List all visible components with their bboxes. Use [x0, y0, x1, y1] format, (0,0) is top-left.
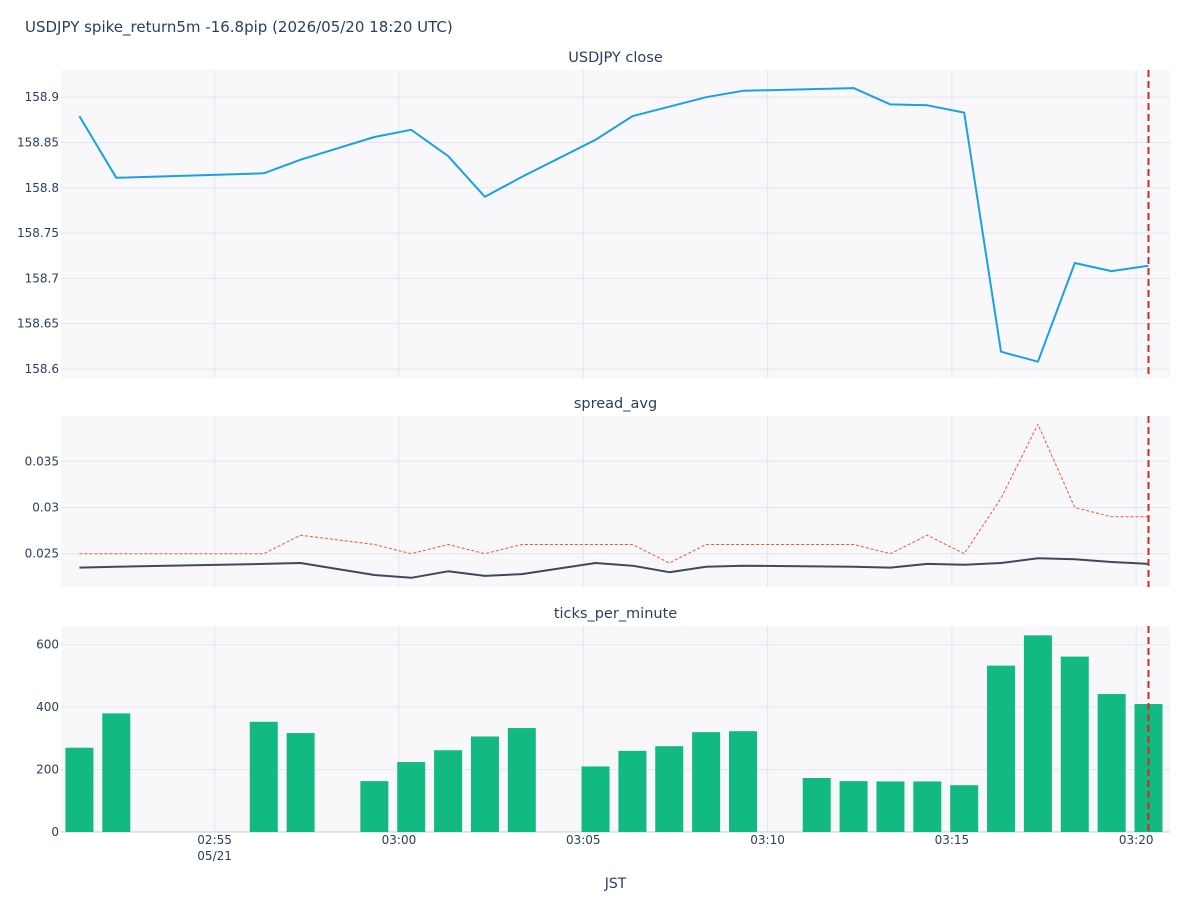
x-axis-title: JST: [604, 876, 627, 892]
bar: [728, 731, 757, 832]
bar: [102, 713, 131, 832]
x-tick-label: 03:15: [935, 833, 970, 847]
bar: [876, 781, 905, 832]
bar: [360, 781, 389, 832]
bar: [434, 750, 463, 832]
panel-0: 158.6 158.65 158.7 158.75 158.8 158.85 158.9 US…: [17, 50, 1170, 378]
bar: [470, 736, 499, 832]
series-line-0: [79, 423, 1149, 564]
bar: [987, 665, 1016, 832]
bar: [839, 781, 868, 832]
y-tick-label: 158.6: [25, 362, 59, 376]
x-tick-label: 03:10: [750, 833, 785, 847]
bar: [581, 766, 610, 832]
bar: [397, 762, 426, 832]
y-tick-label: 0.03: [32, 501, 59, 515]
subplot-title: ticks_per_minute: [554, 606, 677, 622]
bar: [1097, 694, 1126, 832]
series-line-1: [79, 557, 1149, 579]
bar: [692, 732, 721, 832]
x-axis: 02:55 05/21 03:00 03:05 03:10 03:15 03:20 JST: [197, 833, 1153, 892]
bar: [802, 778, 831, 832]
subplot-title: USDJPY close: [568, 50, 663, 66]
y-tick-label: 158.8: [25, 181, 59, 195]
y-tick-label: 400: [36, 700, 59, 714]
y-tick-label: 600: [36, 638, 59, 652]
bar: [65, 747, 94, 832]
bar: [286, 733, 315, 832]
x-tick-label: 03:05: [566, 833, 601, 847]
x-tick-label: 03:20: [1119, 833, 1154, 847]
bar: [618, 750, 647, 832]
bar: [249, 721, 278, 832]
x-tick-label: 02:55: [197, 833, 232, 847]
panel-2: 0 200 400 600 ticks_per_minute: [36, 606, 1170, 839]
y-tick-label: 0: [51, 825, 59, 839]
y-tick-label: 200: [36, 763, 59, 777]
x-tick-label: 03:00: [382, 833, 417, 847]
y-tick-label: 0.035: [25, 454, 59, 468]
panel-1: 0.025 0.03 0.035 spread_avg: [25, 396, 1170, 587]
x-tick-sublabel: 05/21: [197, 849, 232, 863]
y-tick-label: 158.7: [25, 271, 59, 285]
bar: [1023, 635, 1052, 832]
bar: [1134, 704, 1163, 832]
y-tick-label: 158.65: [17, 317, 59, 331]
bar: [913, 781, 942, 832]
series-line-0: [78, 87, 1149, 363]
bar: [1060, 656, 1089, 832]
y-tick-label: 158.9: [25, 90, 59, 104]
subplot-title: spread_avg: [574, 396, 657, 412]
y-tick-label: 158.85: [17, 135, 59, 149]
y-tick-label: 0.025: [25, 547, 59, 561]
plot-background: [61, 626, 1170, 832]
bar: [507, 728, 536, 832]
bar: [655, 746, 684, 832]
chart-title: USDJPY spike_return5m -16.8pip (2026/05/…: [25, 18, 453, 36]
y-tick-label: 158.75: [17, 226, 59, 240]
plot-background: [61, 70, 1170, 378]
plot-background: [61, 416, 1170, 587]
bar: [950, 785, 979, 832]
